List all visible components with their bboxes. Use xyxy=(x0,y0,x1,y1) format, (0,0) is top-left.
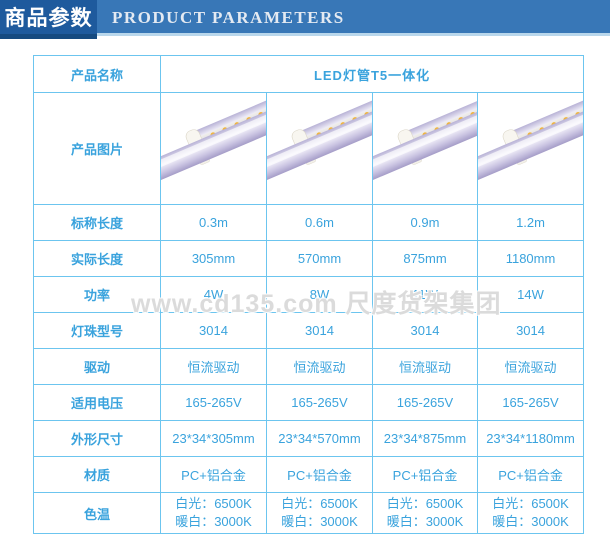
header-title: PRODUCT PARAMETERS xyxy=(112,8,345,27)
led-tube-image xyxy=(478,93,583,204)
table-row-voltage: 适用电压 165-265V 165-265V 165-265V 165-265V xyxy=(33,384,585,421)
row-value: 白光：6500K 暖白：3000K xyxy=(372,492,478,534)
row-value: 23*34*875mm xyxy=(372,420,478,457)
table-row-nominal-length: 标称长度 0.3m 0.6m 0.9m 1.2m xyxy=(33,204,585,241)
row-value: 0.3m xyxy=(160,204,267,241)
table-row-dimensions: 外形尺寸 23*34*305mm 23*34*570mm 23*34*875mm… xyxy=(33,420,585,457)
row-value: 恒流驱动 xyxy=(160,348,267,385)
row-label: 标称长度 xyxy=(33,204,161,241)
color-temp-line: 暖白：3000K xyxy=(492,514,569,529)
row-value: 23*34*570mm xyxy=(266,420,373,457)
color-temp-line: 暖白：3000K xyxy=(386,514,464,529)
row-label: 驱动 xyxy=(33,348,161,385)
row-value: 3014 xyxy=(160,312,267,349)
color-temp-line: 暖白：3000K xyxy=(175,514,252,529)
table-row-color-temperature: 色温 白光：6500K 暖白：3000K 白光：6500K 暖白：3000K 白… xyxy=(33,492,585,534)
color-temp-line: 白光：6500K xyxy=(386,496,464,512)
product-image-cell xyxy=(476,92,585,205)
row-label: 色温 xyxy=(33,492,161,534)
row-value: PC+铝合金 xyxy=(476,456,585,493)
product-image-cell xyxy=(266,92,373,205)
table-row-driver: 驱动 恒流驱动 恒流驱动 恒流驱动 恒流驱动 xyxy=(33,348,585,385)
row-value: 0.6m xyxy=(266,204,373,241)
row-value: 305mm xyxy=(160,240,267,277)
row-label: 材质 xyxy=(33,456,161,493)
row-label: 产品图片 xyxy=(33,92,161,205)
row-value: 14W xyxy=(476,276,585,313)
row-value: PC+铝合金 xyxy=(266,456,373,493)
product-image-cell xyxy=(160,92,267,205)
color-temp-line: 白光：6500K xyxy=(492,496,569,512)
row-value: 1180mm xyxy=(476,240,585,277)
header-badge: 商品参数 xyxy=(0,0,97,39)
header-bar: PRODUCT PARAMETERS xyxy=(0,0,610,36)
color-temp-line: 白光：6500K xyxy=(175,496,252,512)
row-value: PC+铝合金 xyxy=(372,456,478,493)
row-label: 实际长度 xyxy=(33,240,161,277)
row-value: 165-265V xyxy=(372,384,478,421)
row-label: 适用电压 xyxy=(33,384,161,421)
table-row-led-model: 灯珠型号 3014 3014 3014 3014 xyxy=(33,312,585,349)
row-label: 功率 xyxy=(33,276,161,313)
row-value: 165-265V xyxy=(476,384,585,421)
row-value: 875mm xyxy=(372,240,478,277)
color-temp-line: 暖白：3000K xyxy=(281,514,358,529)
row-value: 白光：6500K 暖白：3000K xyxy=(266,492,373,534)
row-value: 白光：6500K 暖白：3000K xyxy=(476,492,585,534)
row-value: 恒流驱动 xyxy=(476,348,585,385)
row-value: 恒流驱动 xyxy=(266,348,373,385)
row-value: 恒流驱动 xyxy=(372,348,478,385)
row-value: 165-265V xyxy=(266,384,373,421)
row-label: 灯珠型号 xyxy=(33,312,161,349)
color-temp-line: 白光：6500K xyxy=(281,496,358,512)
row-label: 产品名称 xyxy=(33,55,161,93)
table-row-material: 材质 PC+铝合金 PC+铝合金 PC+铝合金 PC+铝合金 xyxy=(33,456,585,493)
row-value: 23*34*1180mm xyxy=(476,420,585,457)
row-value: 3014 xyxy=(372,312,478,349)
product-image-cell xyxy=(372,92,478,205)
row-value: 11W xyxy=(372,276,478,313)
row-value: PC+铝合金 xyxy=(160,456,267,493)
row-value: 0.9m xyxy=(372,204,478,241)
product-name-value: LED灯管T5一体化 xyxy=(159,55,585,93)
table-row-actual-length: 实际长度 305mm 570mm 875mm 1180mm xyxy=(33,240,585,277)
led-tube-image xyxy=(161,93,266,204)
row-label: 外形尺寸 xyxy=(33,420,161,457)
table-row-power: 功率 4W 8W 11W 14W xyxy=(33,276,585,313)
table-row-product-image: 产品图片 xyxy=(33,92,585,205)
row-value: 白光：6500K 暖白：3000K xyxy=(160,492,267,534)
row-value: 23*34*305mm xyxy=(160,420,267,457)
row-value: 165-265V xyxy=(160,384,267,421)
led-tube-image xyxy=(373,93,477,204)
spec-table: 产品名称 LED灯管T5一体化 产品图片 标称长度 0.3m 0.6m 0.9m… xyxy=(33,55,585,534)
led-tube-image xyxy=(267,93,372,204)
row-value: 3014 xyxy=(266,312,373,349)
row-value: 8W xyxy=(266,276,373,313)
row-value: 3014 xyxy=(476,312,585,349)
row-value: 570mm xyxy=(266,240,373,277)
row-value: 1.2m xyxy=(476,204,585,241)
row-value: 4W xyxy=(160,276,267,313)
table-row-product-name: 产品名称 LED灯管T5一体化 xyxy=(33,55,585,93)
